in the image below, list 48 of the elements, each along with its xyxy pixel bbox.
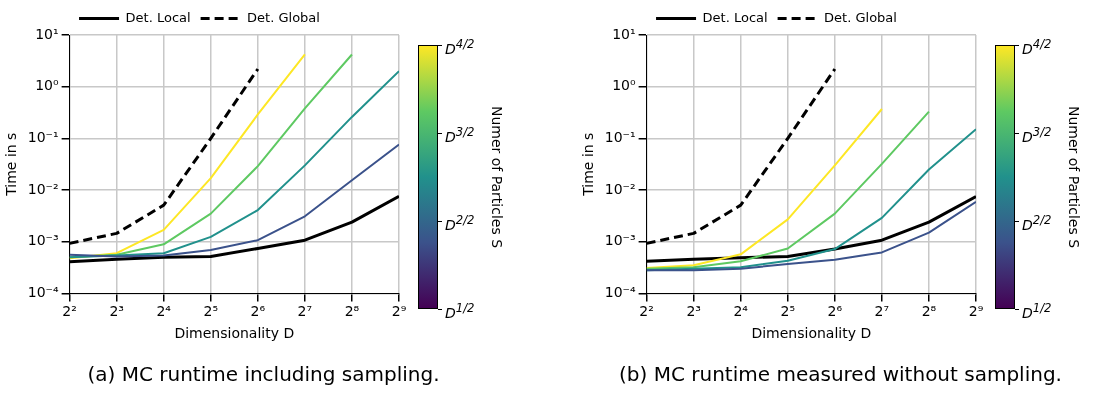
x-tick-label: 2⁸ xyxy=(921,303,937,320)
x-tick-label: 2³ xyxy=(686,303,701,320)
legend-label: Det. Local xyxy=(125,9,191,25)
x-tick-label: 2⁴ xyxy=(733,303,749,320)
y-tick-label: 10⁻³ xyxy=(27,232,59,249)
y-tick-label: 10⁻¹ xyxy=(27,129,59,145)
color-bar-title: Numer of Particles S xyxy=(489,105,505,249)
text: (b) MC runtime measured without sampling. xyxy=(618,362,1063,386)
x-tick-label: 2⁷ xyxy=(874,303,890,320)
x-tick-label: 2³ xyxy=(109,303,124,320)
x-tick-label: 2⁴ xyxy=(156,303,172,320)
legend-label: Det. Global xyxy=(824,9,897,25)
x-tick-label: 2⁶ xyxy=(250,303,266,320)
y-tick-label: 10⁰ xyxy=(35,77,59,94)
color-bar-label: D$^{3/2}$ xyxy=(1022,124,1052,146)
legend-label: Det. Global xyxy=(247,9,320,25)
y-tick-label: 10⁻² xyxy=(27,180,59,197)
x-tick-label: 2⁶ xyxy=(827,303,843,320)
y-tick-label: 10⁻¹ xyxy=(604,129,636,145)
legend-label: Det. Local xyxy=(702,9,768,25)
y-tick-label: 10⁻⁴ xyxy=(604,284,636,301)
x-tick-label: 2² xyxy=(62,303,77,320)
y-axis-title: Time in s xyxy=(580,132,597,197)
y-tick-label: 10⁻³ xyxy=(604,232,636,249)
y-tick-label: 10¹ xyxy=(35,25,59,42)
text: (a) MC runtime including sampling. xyxy=(86,362,441,386)
y-tick-label: 10⁻² xyxy=(604,180,636,197)
color-bar-label: D$^{2/2}$ xyxy=(445,212,475,234)
y-tick-label: 10⁰ xyxy=(612,77,636,94)
color-bar-label: D$^{1/2}$ xyxy=(1022,300,1052,322)
color-bar-label: D$^{3/2}$ xyxy=(445,124,475,146)
x-tick-label: 2⁵ xyxy=(203,303,219,320)
color-bar-label: D$^{4/2}$ xyxy=(1022,36,1052,58)
x-tick-label: 2⁵ xyxy=(780,303,796,320)
y-axis-title: Time in s xyxy=(3,132,20,197)
color-bar-label: D$^{2/2}$ xyxy=(1022,212,1052,234)
color-bar-label: D$^{4/2}$ xyxy=(445,36,475,58)
x-tick-label: 2⁷ xyxy=(297,303,313,320)
x-tick-label: 2⁹ xyxy=(391,303,407,320)
y-tick-label: 10⁻⁴ xyxy=(27,284,59,301)
x-tick-label: 2² xyxy=(639,303,654,320)
x-tick-label: 2⁸ xyxy=(344,303,360,320)
x-axis-title: Dimensionality D xyxy=(751,325,872,342)
color-bar-title: Numer of Particles S xyxy=(1066,105,1082,249)
x-tick-label: 2⁹ xyxy=(968,303,984,320)
y-tick-label: 10¹ xyxy=(612,25,636,42)
x-axis-title: Dimensionality D xyxy=(174,325,295,342)
color-bar-label: D$^{1/2}$ xyxy=(445,300,475,322)
